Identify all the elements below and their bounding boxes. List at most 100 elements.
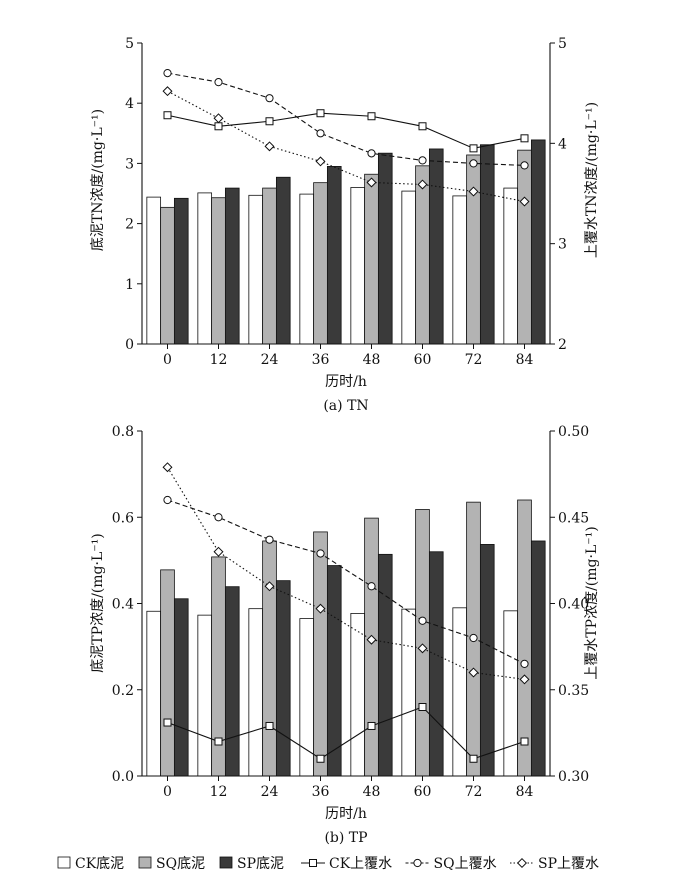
marker-ck-0 [163, 111, 172, 120]
marker-ck-84 [520, 134, 529, 143]
x-tick-label: 12 [210, 352, 228, 368]
marker-ck-36 [316, 109, 325, 118]
y-tick-label-right: 0.35 [558, 683, 589, 699]
marker-sq-84 [520, 161, 529, 170]
y-tick-label-left: 0.8 [112, 424, 134, 440]
x-tick-label: 12 [210, 784, 228, 800]
bar-sp-72 [479, 144, 495, 345]
bar-ck-12 [197, 192, 213, 345]
marker-sq-12 [214, 78, 223, 87]
bar-sp-24 [275, 580, 291, 777]
bar-sq-0 [160, 569, 175, 777]
y-tick-label-right: 5 [558, 36, 567, 52]
x-tick-label: 36 [312, 352, 330, 368]
x-tick-label: 72 [465, 784, 483, 800]
marker-sq-72 [469, 633, 478, 643]
x-axis-title: 历时/h [325, 806, 367, 822]
bar-sq-24 [262, 540, 277, 777]
bar-sq-48 [364, 173, 379, 345]
bar-sp-48 [377, 152, 393, 345]
marker-ck-60 [418, 703, 427, 711]
y-tick-label-left: 0.6 [112, 510, 134, 526]
y-tick-label-left: 1 [125, 277, 134, 293]
x-tick-label: 0 [163, 352, 172, 368]
panel-label: (a) TN [323, 398, 368, 414]
bar-sq-72 [466, 154, 481, 345]
marker-sp-0 [162, 462, 173, 473]
marker-sq-36 [316, 549, 325, 558]
bar-sq-36 [313, 182, 328, 345]
marker-ck-48 [367, 721, 376, 730]
marker-sp-72 [468, 667, 479, 678]
marker-sp-12 [213, 113, 224, 124]
legend-marker-ck-overlying [309, 859, 317, 867]
marker-sq-24 [265, 94, 274, 103]
marker-sq-36 [316, 129, 325, 138]
y-tick-label-right: 0.30 [558, 769, 589, 785]
legend-label: SP上覆水 [538, 856, 599, 872]
marker-sp-36 [315, 603, 326, 614]
marker-sp-48 [366, 177, 377, 188]
legend-label: CK底泥 [75, 856, 124, 872]
bar-sp-60 [428, 551, 444, 777]
bar-ck-60 [401, 190, 417, 345]
bar-ck-84 [503, 610, 519, 777]
y-tick-label-right: 0.45 [558, 510, 589, 526]
line-ck-overlying [167, 112, 525, 149]
marker-sq-72 [469, 159, 478, 168]
marker-ck-12 [214, 737, 223, 746]
y-axis-title-right: 上覆水TN浓度/(mg·L⁻¹) [584, 102, 600, 258]
bar-ck-72 [452, 195, 468, 345]
marker-ck-24 [265, 721, 274, 730]
panel-tp: 0.0 0.2 0.4 0.6 0.8 0.30 0.35 0.40 0.45 0.50 0 12 24… [90, 424, 600, 846]
y-tick-label-left: 4 [125, 96, 134, 112]
line-sp-overlying [167, 466, 525, 680]
bar-sq-84 [517, 149, 532, 345]
marker-ck-60 [418, 122, 427, 131]
bar-sq-36 [313, 531, 328, 777]
y-tick-label-right: 4 [558, 136, 567, 152]
x-tick-label: 36 [312, 784, 330, 800]
bar-ck-0 [146, 610, 162, 777]
marker-sp-24 [264, 141, 275, 152]
marker-sp-84 [519, 196, 530, 207]
marker-sp-24 [264, 581, 275, 592]
y-axis-title-left: 底泥TN浓度/(mg·L⁻¹) [90, 109, 106, 251]
marker-ck-72 [469, 144, 478, 153]
bar-sp-36 [326, 565, 342, 777]
x-tick-label: 72 [465, 352, 483, 368]
bar-ck-36 [299, 193, 315, 345]
bar-ck-24 [248, 608, 264, 777]
marker-sq-48 [367, 149, 376, 158]
legend-marker-sq-overlying [413, 858, 422, 868]
x-tick-label: 60 [414, 784, 432, 800]
marker-sq-48 [367, 582, 376, 591]
marker-sq-60 [418, 616, 427, 625]
bar-sq-12 [211, 197, 226, 345]
bar-ck-24 [248, 194, 264, 345]
bar-ck-0 [146, 196, 162, 345]
marker-ck-0 [163, 718, 172, 727]
bar-ck-84 [503, 187, 519, 345]
marker-sq-0 [163, 69, 172, 78]
line-sq-overlying [167, 72, 525, 166]
marker-sq-84 [520, 659, 529, 668]
x-tick-label: 24 [261, 784, 279, 800]
line-sp-overlying [167, 90, 525, 203]
y-tick-label-left: 0.0 [112, 769, 134, 785]
bar-sp-12 [224, 586, 240, 777]
legend-label: SQ上覆水 [434, 856, 497, 872]
bar-sq-0 [160, 206, 175, 345]
marker-ck-84 [520, 737, 529, 746]
bar-sp-72 [479, 544, 495, 777]
marker-ck-12 [214, 122, 223, 131]
bar-sp-84 [530, 540, 546, 777]
y-tick-label-right: 3 [558, 237, 567, 253]
marker-sq-12 [214, 513, 223, 522]
bar-sp-48 [377, 553, 393, 777]
marker-sp-72 [468, 186, 479, 197]
bar-sp-60 [428, 148, 444, 345]
marker-sp-12 [213, 546, 224, 557]
y-axis-title-left: 底泥TP浓度/(mg·L⁻¹) [90, 533, 106, 672]
